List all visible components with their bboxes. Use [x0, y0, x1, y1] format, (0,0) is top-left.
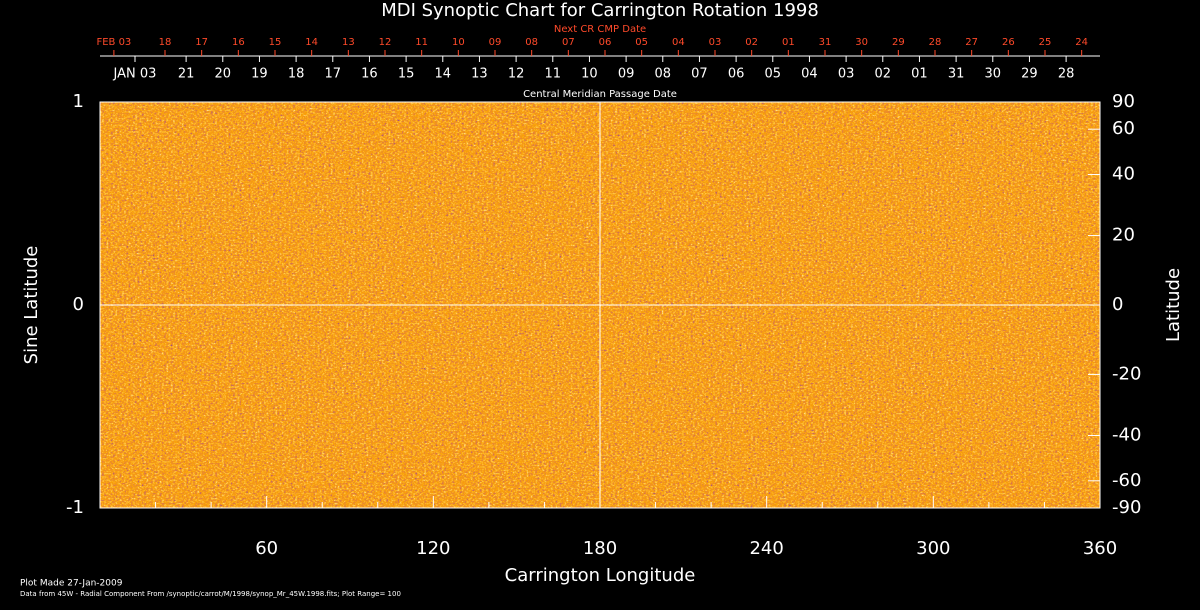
y2-tick-label: 40	[1112, 164, 1135, 185]
y2-tick-label: -40	[1112, 424, 1141, 445]
date-tick-label: 16	[232, 37, 245, 48]
y2-tick-label: 60	[1112, 118, 1135, 139]
date-tick-label: 07	[691, 67, 708, 82]
date-tick-label: 09	[618, 67, 635, 82]
date-tick-label: 13	[342, 37, 355, 48]
date-tick-label: 07	[562, 37, 575, 48]
date-tick-label: 06	[728, 67, 745, 82]
date-tick-label: 10	[452, 37, 465, 48]
date-tick-label: 24	[1075, 37, 1088, 48]
date-tick-label: 16	[361, 67, 378, 82]
date-tick-label: 06	[599, 37, 612, 48]
x-tick-label: 360	[1083, 538, 1117, 559]
date-tick-label: 17	[325, 67, 342, 82]
chart-title: MDI Synoptic Chart for Carrington Rotati…	[381, 0, 819, 21]
date-tick-label: 11	[415, 37, 428, 48]
date-tick-label: 13	[471, 67, 488, 82]
footer-note: Plot Made 27-Jan-2009	[20, 579, 123, 589]
y-tick-label: 0	[73, 294, 84, 315]
y2-tick-label: 90	[1112, 91, 1135, 112]
x-tick-label: 180	[583, 538, 617, 559]
date-tick-label: 29	[1021, 67, 1038, 82]
date-tick-label: 15	[269, 37, 282, 48]
date-tick-label: 18	[288, 67, 305, 82]
date-tick-label: 12	[508, 67, 525, 82]
date-tick-label: 19	[251, 67, 268, 82]
x-tick-label: 240	[749, 538, 783, 559]
date-tick-label: 04	[672, 37, 685, 48]
y-tick-label: -1	[66, 497, 84, 518]
date-tick-label: 12	[379, 37, 392, 48]
date-tick-label: 03	[709, 37, 722, 48]
x-tick-label: 300	[916, 538, 950, 559]
date-tick-label: 27	[965, 37, 978, 48]
x-axis-title: Carrington Longitude	[505, 565, 696, 586]
y2-axis-title: Latitude	[1163, 268, 1184, 342]
date-tick-label: 01	[782, 37, 795, 48]
y2-tick-label: -60	[1112, 470, 1141, 491]
date-tick-label: 18	[159, 37, 172, 48]
footer-note: Data from 45W - Radial Component From /s…	[20, 590, 401, 598]
y2-tick-label: -20	[1112, 363, 1141, 384]
date-tick-label: 02	[745, 37, 758, 48]
y-axis-title: Sine Latitude	[21, 246, 42, 365]
date-tick-label: 28	[1058, 67, 1075, 82]
x-tick-label: 120	[416, 538, 450, 559]
date-tick-label: 31	[948, 67, 965, 82]
date-tick-label: JAN 03	[113, 67, 157, 82]
date-tick-label: 02	[875, 67, 892, 82]
date-tick-label: 29	[892, 37, 905, 48]
date-tick-label: 28	[929, 37, 942, 48]
date-tick-label: 21	[178, 67, 195, 82]
date-tick-label: 03	[838, 67, 855, 82]
date-tick-label: 20	[215, 67, 232, 82]
date-tick-label: 08	[655, 67, 672, 82]
date-tick-label: 26	[1002, 37, 1015, 48]
date-tick-label: 01	[911, 67, 928, 82]
y2-tick-label: 20	[1112, 225, 1135, 246]
date-tick-label: 31	[819, 37, 832, 48]
date-tick-label: 04	[801, 67, 818, 82]
date-tick-label: 17	[195, 37, 208, 48]
date-tick-label: 14	[435, 67, 452, 82]
date-tick-label: FEB 03	[96, 37, 131, 48]
y2-tick-label: 0	[1112, 294, 1123, 315]
date-tick-label: 05	[765, 67, 782, 82]
y-tick-label: 1	[73, 91, 84, 112]
date-tick-label: 09	[489, 37, 502, 48]
date-tick-label: 08	[525, 37, 538, 48]
date-tick-label: 30	[855, 37, 868, 48]
date-tick-label: 25	[1039, 37, 1052, 48]
y2-tick-label: -90	[1112, 497, 1141, 518]
x-tick-label: 60	[255, 538, 278, 559]
date-tick-label: 11	[545, 67, 562, 82]
date-tick-label: 10	[581, 67, 598, 82]
date-tick-label: 30	[985, 67, 1002, 82]
date-axis-title: Central Meridian Passage Date	[523, 89, 677, 100]
date-tick-label: 15	[398, 67, 415, 82]
date-tick-label: 05	[635, 37, 648, 48]
date-tick-label: 14	[305, 37, 318, 48]
date-axis-title: Next CR CMP Date	[554, 24, 646, 35]
